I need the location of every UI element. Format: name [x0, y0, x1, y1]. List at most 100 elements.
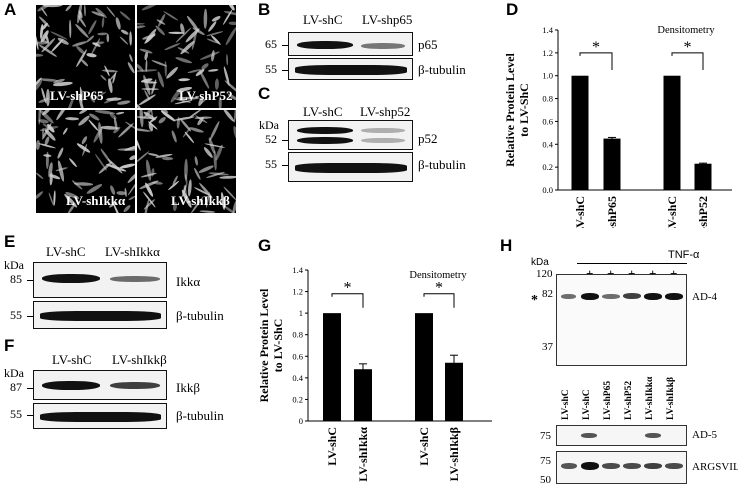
- cell: [147, 153, 159, 157]
- y-tick-label: 0.8: [292, 330, 303, 340]
- row-label: β-tubulin: [176, 408, 224, 423]
- band: [602, 294, 620, 299]
- band: [665, 463, 683, 469]
- marker-tick: [27, 280, 33, 281]
- cell: [155, 153, 173, 158]
- cell: [38, 110, 42, 125]
- y-tick-label: 0.2: [292, 394, 303, 404]
- sign: +: [607, 266, 614, 282]
- cell: [206, 171, 225, 178]
- significance-star: *: [435, 280, 443, 297]
- cell: [36, 191, 44, 200]
- cell: [65, 117, 79, 121]
- cell: [47, 124, 55, 133]
- cell: [176, 86, 193, 92]
- cell: [124, 188, 127, 197]
- bar: [603, 138, 621, 190]
- marker-label: 55: [265, 157, 277, 171]
- cell: [178, 78, 190, 82]
- row-label: ARGSVIL: [692, 461, 738, 473]
- band: [297, 41, 353, 49]
- sign: +: [586, 266, 593, 282]
- category-label: LV-shC: [665, 196, 679, 228]
- kda-label: kDa: [4, 258, 24, 272]
- cell: [38, 78, 59, 82]
- cell: [179, 118, 192, 132]
- y-label-line: Relative Protein Level: [257, 288, 271, 402]
- cell: [82, 143, 88, 157]
- row-label: p52: [418, 131, 438, 146]
- y-tick-label: 0.6: [292, 351, 303, 361]
- row-label: AD-5: [692, 429, 718, 441]
- cell: [115, 17, 121, 30]
- y-label-line: Relative Protein Level: [503, 52, 517, 166]
- cell: [223, 11, 236, 16]
- micrograph-label: LV-shP52: [179, 88, 233, 103]
- category-text: LV-shC: [573, 196, 587, 228]
- lane-label: LV-shIkkα: [105, 244, 160, 259]
- cell: [106, 97, 122, 101]
- blot-tubulin: [33, 403, 167, 429]
- band: [297, 137, 353, 144]
- significance-star: *: [344, 280, 352, 297]
- cell: [92, 41, 105, 45]
- micrograph-grid: LV-shP65 LV-shP52 LV-shIkkα LV-shIkkβ: [36, 5, 236, 213]
- cell: [55, 167, 68, 172]
- band: [40, 311, 161, 321]
- y-tick-label: 0.4: [292, 373, 303, 383]
- y-tick-label: 1.2: [542, 48, 553, 58]
- cell: [118, 123, 134, 138]
- cell: [113, 202, 122, 213]
- sign: +: [649, 266, 656, 282]
- category-label: LV-shC: [417, 427, 431, 466]
- micrograph-shp52: LV-shP52: [137, 5, 236, 108]
- cell: [182, 128, 191, 138]
- cell: [110, 185, 116, 195]
- marker-tick: [27, 316, 33, 317]
- cell: [223, 66, 230, 86]
- cell: [102, 69, 118, 73]
- marker-tick: [282, 165, 288, 166]
- cell: [36, 140, 40, 150]
- cell: [174, 98, 191, 103]
- y-axis-label: Relative Protein Level to LV-ShC: [503, 52, 531, 166]
- row-label: β-tubulin: [176, 308, 224, 323]
- y-axis-label: Relative Protein Level to LV-ShC: [257, 288, 285, 402]
- bar: [571, 75, 589, 190]
- y-tick-label: 0: [299, 416, 303, 426]
- marker-label: 55: [10, 407, 22, 421]
- band: [561, 294, 576, 299]
- cell-texture: [137, 5, 236, 108]
- cell-texture: [36, 110, 135, 213]
- lane-label: LV-shp65: [362, 12, 413, 27]
- blot-tubulin: [288, 58, 413, 80]
- cell: [100, 125, 119, 130]
- band: [361, 138, 405, 143]
- marker-label: 65: [265, 37, 277, 51]
- cell: [36, 172, 44, 179]
- cell: [98, 161, 113, 174]
- cell: [113, 117, 118, 130]
- y-label-line: to LV-ShC: [517, 83, 531, 137]
- nonspecific-star: *: [531, 293, 538, 308]
- blot-tubulin: [33, 301, 167, 329]
- cell: [194, 116, 212, 120]
- cell: [108, 78, 113, 93]
- cell: [106, 33, 110, 43]
- marker-label: 75: [540, 455, 551, 467]
- cell: [104, 65, 110, 77]
- cell: [42, 5, 63, 8]
- y-label-line: to LV-ShC: [271, 319, 285, 373]
- kda-label: kDa: [259, 118, 279, 132]
- panel-label-c: C: [258, 84, 271, 103]
- marker-tick: [282, 140, 288, 141]
- micrograph-shikkb: LV-shIkkβ: [137, 110, 236, 213]
- cell: [76, 46, 85, 55]
- cell: [158, 13, 166, 27]
- cell: [137, 63, 144, 72]
- cell: [206, 31, 224, 37]
- cell: [223, 205, 236, 213]
- bar-chart-g: 0 0.2 0.4 0.6 0.8 1 1.2 1.4 Relative Protein Lev…: [257, 265, 492, 482]
- cell: [177, 96, 199, 100]
- row-label: Ikkβ: [176, 380, 200, 395]
